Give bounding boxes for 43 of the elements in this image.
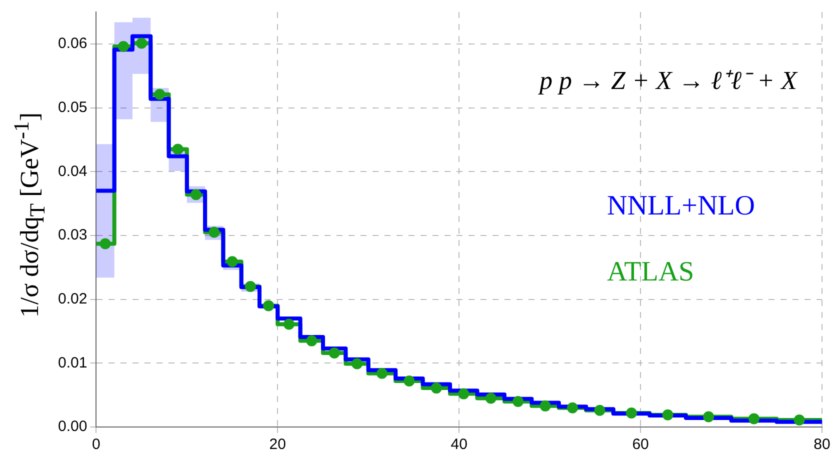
point — [154, 88, 166, 100]
point — [540, 400, 551, 412]
point — [748, 413, 760, 424]
text: ATLAS — [607, 256, 694, 288]
y-tick-label: 0.06 — [58, 35, 88, 52]
point — [404, 376, 415, 387]
x-tick-label: 0 — [92, 436, 100, 454]
point — [376, 368, 388, 379]
point — [136, 38, 148, 49]
point — [662, 409, 674, 420]
point — [226, 256, 238, 268]
point — [283, 318, 294, 330]
point — [512, 396, 524, 407]
y-tick-label: 0.05 — [58, 98, 88, 116]
point — [430, 382, 442, 394]
point — [208, 226, 220, 238]
text: p p → Z + X → ℓ⁺ℓ⁻ + X — [538, 66, 798, 95]
point — [352, 358, 363, 370]
y-tick-label: 0.03 — [58, 226, 88, 244]
y-tick-label: 0.01 — [58, 354, 88, 372]
point — [190, 189, 202, 200]
point — [458, 388, 470, 400]
point — [118, 40, 129, 52]
point — [485, 392, 496, 404]
y-tick-label: 0.02 — [58, 290, 88, 308]
point — [594, 404, 606, 416]
point — [306, 335, 318, 346]
point — [244, 281, 256, 292]
x-tick-label: 60 — [632, 436, 649, 454]
x-tick-label: 20 — [269, 436, 286, 454]
point — [100, 238, 111, 250]
point — [703, 411, 714, 422]
point — [626, 407, 637, 418]
x-tick-label: 40 — [450, 436, 468, 454]
point — [567, 402, 578, 414]
x-tick-label: 80 — [814, 436, 830, 454]
text: NNLL+NLO — [607, 190, 755, 222]
point — [172, 144, 184, 155]
y-tick-label: 0.04 — [58, 162, 88, 180]
y-tick-label: 0.00 — [58, 418, 88, 436]
point — [328, 347, 340, 358]
point — [794, 414, 805, 426]
point — [263, 300, 274, 312]
